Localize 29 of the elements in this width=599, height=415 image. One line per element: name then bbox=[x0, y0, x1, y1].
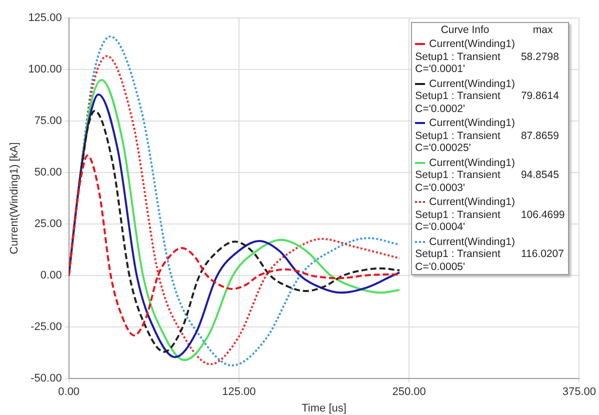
x-axis-title: Time [us] bbox=[302, 402, 346, 414]
annotation: 116.0207 bbox=[520, 247, 565, 262]
legend-label: Current(Winding1) Setup1 : Transient C='0.0005' bbox=[414, 234, 516, 274]
x-tick-label: 0.00 bbox=[58, 386, 80, 398]
annotation: 94.8545 bbox=[520, 168, 560, 184]
y-tick-label: 25.00 bbox=[34, 218, 62, 230]
legend-title: Curve Info bbox=[440, 23, 490, 37]
x-tick-label: 250.00 bbox=[392, 386, 426, 398]
legend-label: Current(Winding1) Setup1 : Transient C='0.0002' bbox=[414, 76, 516, 116]
y-tick-label: 125.00 bbox=[28, 12, 62, 24]
y-tick-label: -50.00 bbox=[30, 372, 62, 385]
y-tick-label: 100.00 bbox=[28, 64, 62, 76]
legend-label: Current(Winding1) Setup1 : Transient C='0.0003' bbox=[414, 156, 516, 195]
annotation: 79.8614 bbox=[520, 89, 560, 104]
x-tick-label: 375.00 bbox=[562, 386, 596, 398]
legend-label: Current(Winding1) Setup1 : Transient C='0.00025' bbox=[414, 116, 516, 156]
legend-label: Current(Winding1) Setup1 : Transient C='0.0004' bbox=[414, 195, 516, 234]
y-axis-title: Current(Winding1) [kA] bbox=[8, 142, 21, 254]
legend-label: Current(Winding1) Setup1 : Transient C='0.0001' bbox=[414, 37, 516, 76]
line-series bbox=[68, 154, 401, 336]
annotation: 58.2798 bbox=[520, 50, 560, 65]
annotation: max bbox=[532, 23, 554, 37]
x-tick-label: 125.00 bbox=[222, 386, 256, 398]
y-tick-label: -25.00 bbox=[30, 321, 62, 334]
y-tick-label: 75.00 bbox=[34, 115, 62, 128]
y-tick-label: 0.00 bbox=[40, 270, 62, 282]
annotation: 106.4699 bbox=[520, 208, 566, 223]
y-tick-label: 50.00 bbox=[34, 166, 62, 179]
annotation: 87.8659 bbox=[520, 128, 560, 144]
